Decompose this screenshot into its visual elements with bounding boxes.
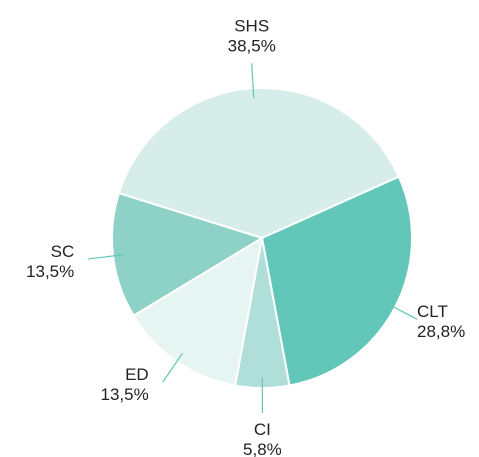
slice-value: 13,5% <box>100 385 148 404</box>
leader-line <box>251 63 255 99</box>
slice-label: SHS <box>234 16 269 35</box>
slice-label: ED <box>125 365 149 384</box>
slice-label: CLT <box>417 302 448 321</box>
slice-value: 28,8% <box>417 322 465 341</box>
slice-value: 5,8% <box>243 440 282 457</box>
leader-line <box>385 302 418 320</box>
leader-line <box>162 352 184 383</box>
slice-label: SC <box>51 242 75 261</box>
slice-label: CI <box>254 420 271 439</box>
slice-value: 38,5% <box>228 36 276 55</box>
slice-value: 13,5% <box>26 262 74 281</box>
leader-line <box>88 254 124 260</box>
